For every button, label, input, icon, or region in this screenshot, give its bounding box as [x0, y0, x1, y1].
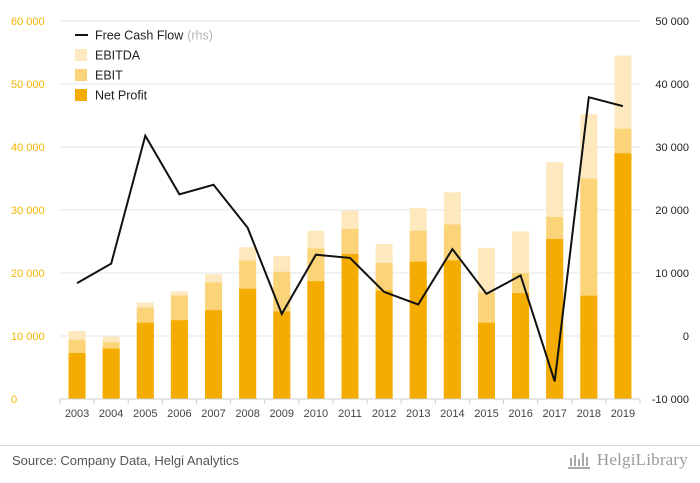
bar-net-profit — [477, 322, 495, 399]
right-tick-label: 40 000 — [655, 79, 689, 91]
bar-net-profit — [273, 311, 291, 399]
source-note: Source: Company Data, Helgi Analytics — [12, 453, 239, 468]
free-cash-flow-polyline — [76, 95, 624, 382]
bars — [68, 55, 632, 400]
legend-label: EBIT — [95, 69, 123, 83]
right-tick-label: 0 — [683, 331, 689, 343]
left-axis: 0 10 000 20 000 30 000 40 000 50 000 60 000 — [11, 16, 45, 406]
brand-logo: HelgiLibrary — [567, 450, 688, 470]
right-axis: -10 000 0 10 000 20 000 30 000 40 000 50 000 — [652, 16, 689, 406]
bar-net-profit — [170, 320, 188, 399]
bar-net-profit — [375, 290, 393, 399]
legend-swatch-net-profit — [75, 89, 87, 101]
left-tick-label: 30 000 — [11, 205, 45, 217]
bar-net-profit — [409, 261, 427, 399]
bar-net-profit — [136, 322, 154, 399]
left-tick-label: 40 000 — [11, 142, 45, 154]
legend-swatch-ebitda — [75, 49, 87, 61]
x-tick-label: 2016 — [508, 408, 532, 420]
bar-net-profit — [68, 353, 86, 399]
bar-net-profit — [239, 288, 257, 399]
bar-net-profit — [614, 153, 632, 399]
brand-name: HelgiLibrary — [596, 450, 688, 469]
legend-label: Free Cash Flow — [95, 29, 184, 43]
x-tick-label: 2019 — [611, 408, 635, 420]
left-tick-label: 50 000 — [11, 79, 45, 91]
x-tick-label: 2006 — [167, 408, 191, 420]
left-tick-label: 20 000 — [11, 268, 45, 280]
left-tick-label: 0 — [11, 394, 17, 406]
x-tick-label: 2011 — [338, 408, 362, 420]
legend-label-suffix: (rhs) — [187, 29, 213, 43]
x-tick-label: 2005 — [133, 408, 157, 420]
right-tick-label: -10 000 — [652, 394, 689, 406]
right-tick-label: 20 000 — [655, 205, 689, 217]
legend: Free Cash Flow (rhs) EBITDA EBIT Net Profit — [75, 29, 213, 103]
x-tick-label: 2013 — [406, 408, 430, 420]
x-axis: 2003 2004 2005 2006 2007 2008 2009 2010 2011 2012… — [59, 398, 641, 420]
bar-net-profit — [205, 310, 223, 399]
x-tick-label: 2014 — [440, 408, 464, 420]
legend-swatch-ebit — [75, 69, 87, 81]
x-tick-label: 2004 — [99, 408, 123, 420]
x-tick-label: 2012 — [372, 408, 396, 420]
x-tick-label: 2017 — [542, 408, 566, 420]
bar-net-profit — [546, 238, 564, 399]
bar-net-profit — [443, 260, 461, 399]
legend-label: EBITDA — [95, 49, 141, 63]
left-tick-label: 10 000 — [11, 331, 45, 343]
library-icon — [567, 453, 590, 469]
right-tick-label: 50 000 — [655, 16, 689, 28]
x-tick-label: 2008 — [235, 408, 259, 420]
free-cash-flow-line — [76, 95, 624, 382]
bar-net-profit — [580, 295, 598, 399]
right-tick-label: 30 000 — [655, 142, 689, 154]
x-tick-label: 2010 — [304, 408, 328, 420]
x-tick-label: 2007 — [201, 408, 225, 420]
bar-net-profit — [341, 254, 359, 399]
chart: 0 10 000 20 000 30 000 40 000 50 000 60 000 -1… — [11, 16, 689, 420]
bar-net-profit — [102, 348, 120, 399]
right-tick-label: 10 000 — [655, 268, 689, 280]
bar-net-profit — [512, 293, 530, 399]
footer: Source: Company Data, Helgi Analytics He… — [0, 445, 700, 483]
x-tick-label: 2018 — [577, 408, 601, 420]
legend-label: Net Profit — [95, 89, 148, 103]
left-tick-label: 60 000 — [11, 16, 45, 28]
x-tick-label: 2015 — [474, 408, 498, 420]
bar-net-profit — [307, 281, 325, 399]
x-tick-label: 2009 — [270, 408, 294, 420]
x-tick-label: 2003 — [65, 408, 89, 420]
